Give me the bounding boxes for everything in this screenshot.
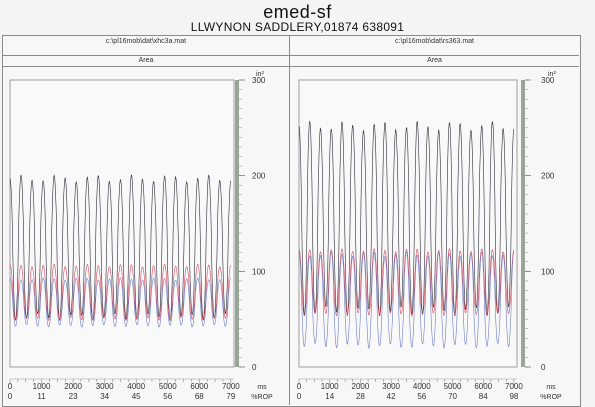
x2-tick-label-0-2: 23 — [69, 392, 78, 401]
x-tick-label-1-3: 3000 — [382, 382, 400, 391]
x2-tick-label-1-6: 84 — [479, 392, 488, 401]
x2-unit-label-1: %ROP — [540, 394, 562, 401]
y-tick-label-1-100: 100 — [541, 267, 555, 276]
series-line-1-dark — [298, 120, 515, 317]
x-unit-label-0: ms — [257, 384, 267, 391]
x-tick-label-0-4: 4000 — [127, 382, 145, 391]
x-tick-label-0-2: 2000 — [64, 382, 82, 391]
panel-left-band-top — [3, 55, 289, 56]
panel-left-filename: c:\pl16mob\dat\xhc3a.mat — [105, 38, 187, 45]
y-tick-label-0-300: 300 — [252, 76, 266, 85]
x-tick-label-1-4: 4000 — [413, 382, 431, 391]
y-unit-label-0: in² — [256, 71, 264, 78]
x-tick-label-0-3: 3000 — [96, 382, 114, 391]
series-line-0-red — [9, 263, 232, 321]
x2-tick-label-1-5: 70 — [448, 392, 457, 401]
scale-bar-0 — [235, 80, 239, 367]
y-tick-label-1-300: 300 — [541, 76, 555, 85]
x2-tick-label-1-7: 98 — [509, 392, 518, 401]
x2-tick-label-0-6: 68 — [195, 392, 204, 401]
x2-tick-label-1-3: 42 — [387, 392, 396, 401]
x2-tick-label-0-4: 45 — [132, 392, 141, 401]
series-line-0-blue — [9, 277, 232, 328]
x2-tick-label-0-5: 56 — [163, 392, 172, 401]
panel-right-band-top — [290, 55, 579, 56]
x2-unit-label-0: %ROP — [251, 394, 273, 401]
x-tick-label-0-1: 1000 — [33, 382, 51, 391]
x-tick-label-1-6: 6000 — [474, 382, 492, 391]
panel-left-metric: Area — [138, 57, 154, 64]
y-unit-label-1: in² — [548, 71, 556, 78]
x2-tick-label-0-7: 79 — [226, 392, 235, 401]
panel-right-band-bottom — [290, 66, 579, 67]
panel-left-band-bottom — [3, 66, 289, 67]
x2-tick-label-0-1: 11 — [37, 392, 46, 401]
y-tick-label-0-100: 100 — [252, 267, 266, 276]
y-tick-label-0-0: 0 — [252, 363, 257, 372]
report-title: emed-sf — [263, 2, 332, 22]
series-line-1-red — [298, 248, 515, 317]
x-tick-label-1-5: 5000 — [444, 382, 462, 391]
series-line-1-blue — [298, 251, 515, 349]
x2-tick-label-1-1: 14 — [325, 392, 334, 401]
y-tick-label-1-200: 200 — [541, 172, 555, 181]
x-unit-label-1: ms — [546, 384, 556, 391]
series-line-0-dark — [9, 174, 232, 321]
y-tick-label-1-0: 0 — [541, 363, 546, 372]
panel-right-filename: c:\pl16mob\dat\rs363.mat — [395, 38, 474, 45]
x-tick-label-1-2: 2000 — [352, 382, 370, 391]
y-tick-label-0-200: 200 — [252, 172, 266, 181]
x2-tick-label-0-3: 34 — [100, 392, 109, 401]
plot-area-1 — [298, 79, 518, 368]
x2-tick-label-1-4: 56 — [417, 392, 426, 401]
panel-divider — [289, 35, 290, 405]
x-tick-label-0-6: 6000 — [190, 382, 208, 391]
x-tick-label-1-7: 7000 — [505, 382, 523, 391]
x-tick-label-1-0: 0 — [297, 382, 302, 391]
report-subtitle: LLWYNON SADDLERY,01874 638091 — [190, 20, 405, 34]
x2-tick-label-1-2: 28 — [356, 392, 365, 401]
x-tick-label-0-0: 0 — [8, 382, 13, 391]
x-tick-label-0-7: 7000 — [222, 382, 240, 391]
panel-right-metric: Area — [427, 57, 442, 64]
x2-tick-label-1-0: 0 — [297, 392, 302, 401]
x-tick-label-0-5: 5000 — [159, 382, 177, 391]
plot-area-0 — [9, 79, 235, 368]
x2-tick-label-0-0: 0 — [8, 392, 13, 401]
scale-bar-1 — [521, 80, 525, 367]
x-tick-label-1-1: 1000 — [321, 382, 339, 391]
